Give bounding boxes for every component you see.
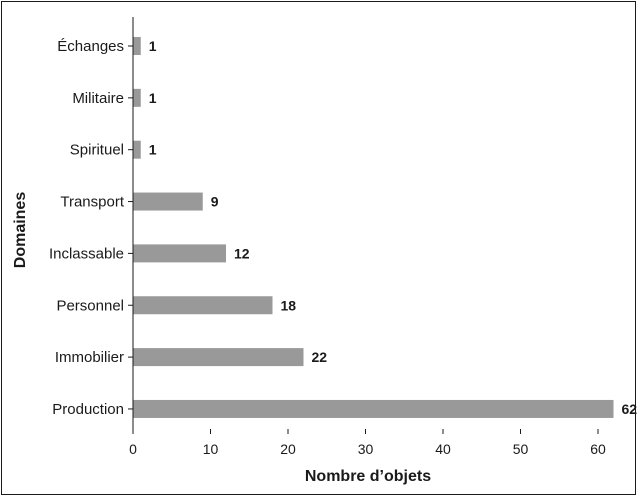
value-label: 1 [149,38,157,54]
value-label: 22 [312,349,328,365]
x-axis-ticks: 0 10 20 30 40 50 60 [129,429,606,457]
category-labels: Échanges Militaire Spirituel Transport Incla… [49,38,133,418]
value-label: 18 [281,297,297,313]
x-tick-label: 10 [203,441,219,457]
category-label: Inclassable [49,245,124,262]
bars-group [133,37,614,418]
value-label: 12 [234,245,250,261]
x-tick-label: 0 [129,441,137,457]
bar-5 [133,296,273,315]
value-label: 1 [149,142,157,158]
x-tick-label: 20 [280,441,296,457]
category-label: Militaire [72,90,124,107]
y-axis-label: Domaines [12,192,29,269]
category-label: Production [52,401,124,418]
x-tick-label: 30 [358,441,374,457]
category-label: Échanges [57,38,124,55]
value-labels: 1 1 1 9 12 18 22 62 [149,38,637,417]
bar-2 [133,140,141,159]
bar-1 [133,88,141,107]
bar-3 [133,192,203,211]
value-label: 1 [149,90,157,106]
bar-7 [133,399,614,418]
value-label: 9 [211,194,219,210]
bar-6 [133,348,304,367]
x-tick-label: 60 [590,441,606,457]
value-label: 62 [622,401,637,417]
category-label: Spirituel [70,142,124,159]
x-axis-label: Nombre d’objets [305,468,431,485]
category-label: Personnel [56,297,124,314]
x-tick-label: 50 [513,441,529,457]
bar-4 [133,244,226,263]
category-label: Immobilier [55,349,124,366]
bar-0 [133,37,141,55]
category-label: Transport [60,194,124,211]
x-tick-label: 40 [435,441,451,457]
